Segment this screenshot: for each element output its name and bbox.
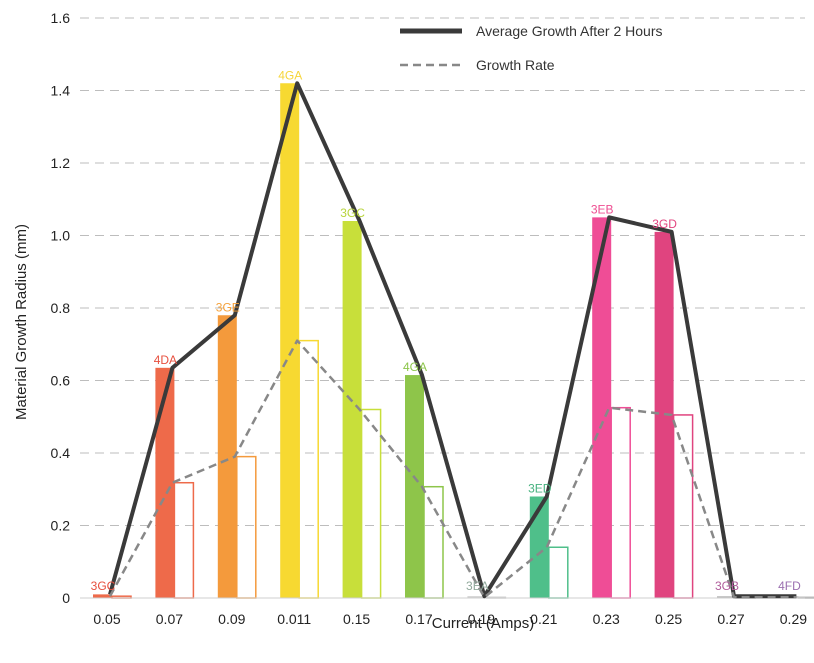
- y-tick-labels: 0 0.2 0.4 0.6 0.8 1.0 1.2 1.4 1.6: [51, 10, 71, 606]
- bar-average-growth: [342, 221, 362, 598]
- x-tick-label: 0.09: [218, 611, 245, 627]
- bar-label: 3EA: [466, 579, 489, 593]
- x-tick-label: 0.25: [655, 611, 682, 627]
- y-tick-label: 0.6: [51, 373, 71, 389]
- x-tick-label: 0.19: [468, 611, 495, 627]
- y-tick-label: 1.2: [51, 155, 71, 171]
- bar-growth-rate: [423, 485, 444, 599]
- x-tick-label: 0.27: [717, 611, 744, 627]
- bar-growth-rate: [548, 546, 569, 599]
- x-tick-label: 0.29: [780, 611, 807, 627]
- x-tick-label: 0.17: [405, 611, 432, 627]
- y-tick-label: 0.2: [51, 518, 71, 534]
- bar-labels: 3GC 4DA 3GE 4GA 3GC 4GA 3EA 3ED 3EB 3GD 3GB 4FD: [91, 68, 801, 593]
- x-axis-title: Current (Amps): [432, 615, 535, 632]
- bar-label: 3GC: [91, 579, 116, 593]
- bar-average-growth: [592, 217, 612, 598]
- line-average-growth: [108, 81, 797, 599]
- bar-label: 4GA: [278, 68, 302, 82]
- y-axis-title: Material Growth Radius (mm): [13, 224, 30, 420]
- bar-label: 3EB: [591, 202, 614, 216]
- bar-growth-rate: [672, 414, 694, 599]
- lines: [108, 81, 797, 599]
- bar-average-growth: [529, 496, 549, 598]
- bar-growth-rate: [610, 406, 631, 599]
- bar-label: 3GE: [216, 300, 240, 314]
- x-tick-label: 0.07: [156, 611, 183, 627]
- x-tick-label: 0.15: [343, 611, 370, 627]
- y-tick-label: 1.6: [51, 10, 71, 26]
- bar-label: 3GB: [715, 579, 739, 593]
- bar-growth-rate: [298, 339, 319, 599]
- gridlines: [80, 17, 805, 526]
- bar-average-growth: [155, 367, 175, 598]
- bar-label: 3GD: [652, 217, 677, 231]
- bar-label: 4DA: [154, 353, 177, 367]
- x-tick-label: 0.23: [593, 611, 620, 627]
- bar-growth-rate: [173, 481, 195, 599]
- y-tick-label: 1.4: [51, 83, 71, 99]
- bar-growth-rate: [360, 408, 382, 599]
- bar-label: 4GA: [403, 360, 427, 374]
- bar-label: 3GC: [340, 206, 365, 220]
- bar-average-growth: [467, 596, 487, 598]
- bar-label: 3ED: [528, 482, 552, 496]
- legend: Average Growth After 2 Hours Growth Rate: [400, 23, 663, 73]
- bar-average-growth: [405, 375, 424, 598]
- legend-label-growth-rate: Growth Rate: [476, 57, 555, 73]
- x-tick-labels: 0.05 0.07 0.09 0.011 0.15 0.17 0.19 0.21 0.23 0.2…: [93, 611, 807, 627]
- bar-label: 4FD: [778, 579, 801, 593]
- line-growth-rate: [108, 339, 797, 599]
- legend-label-average-growth: Average Growth After 2 Hours: [476, 23, 663, 39]
- bar-growth-rate: [236, 455, 257, 599]
- bars: [80, 83, 814, 599]
- y-tick-label: 0: [62, 590, 70, 606]
- bar-average-growth: [93, 594, 112, 598]
- y-tick-label: 1.0: [51, 228, 71, 244]
- x-tick-label: 0.21: [530, 611, 557, 627]
- bar-average-growth: [280, 83, 300, 598]
- x-tick-label: 0.05: [93, 611, 120, 627]
- y-tick-label: 0.8: [51, 300, 71, 316]
- y-tick-label: 0.4: [51, 445, 71, 461]
- x-tick-label: 0.011: [277, 611, 311, 627]
- bar-average-growth: [717, 596, 736, 598]
- bar-average-growth: [217, 315, 237, 598]
